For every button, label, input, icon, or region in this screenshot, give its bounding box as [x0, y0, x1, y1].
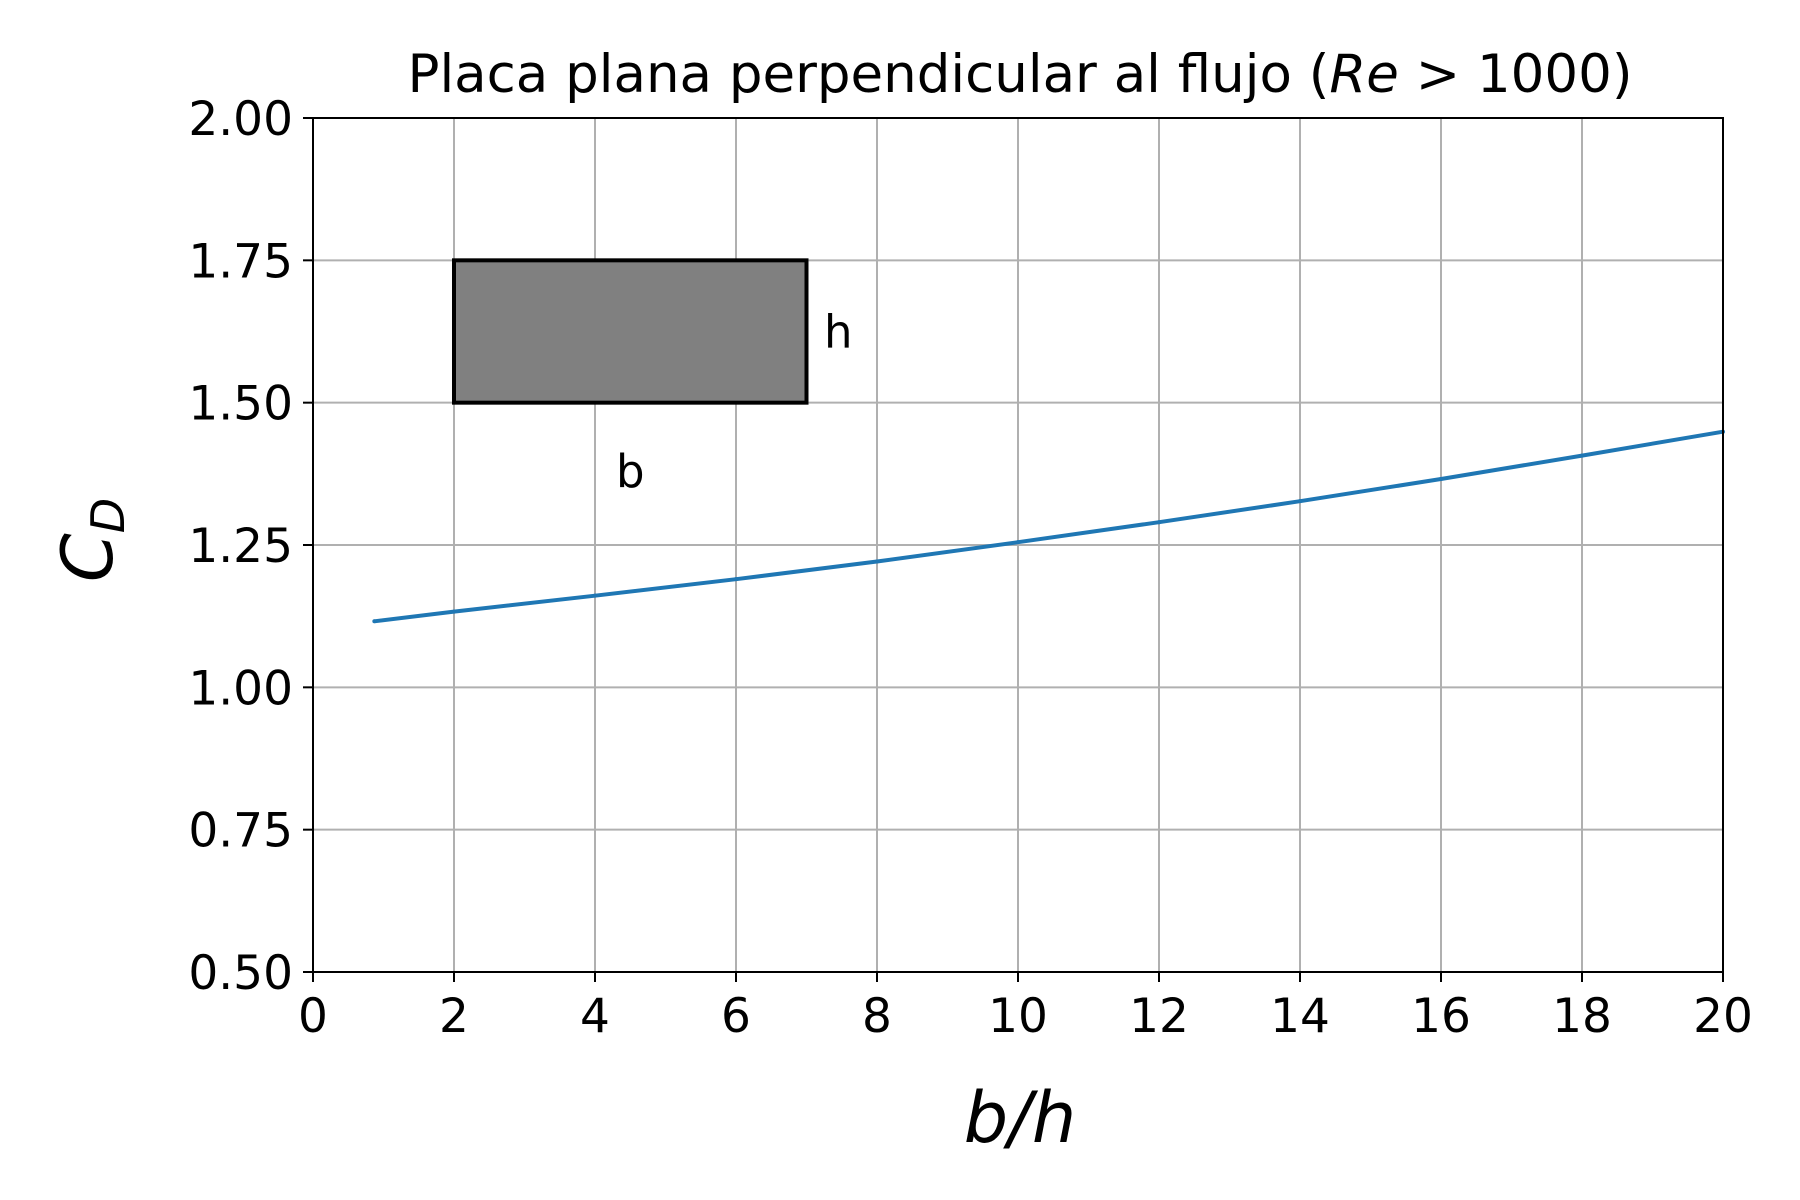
x-tick-label: 6	[721, 989, 751, 1044]
x-tick-label: 14	[1270, 989, 1330, 1044]
y-tick-label: 1.50	[188, 377, 293, 432]
y-tick-label: 0.75	[188, 804, 293, 859]
cd-data-point	[1580, 453, 1584, 458]
y-ticks: 0.50 0.75 1.00 1.25 1.50 1.75 2.00	[188, 92, 313, 1001]
cd-data-point	[1439, 476, 1443, 481]
x-tick-label: 16	[1411, 989, 1471, 1044]
x-ticks: 0 2 4 6 8 10 12 14 16 18 20	[298, 972, 1753, 1044]
cd-data-point	[1157, 520, 1161, 525]
x-axis-label: b/h	[964, 1077, 1076, 1159]
plate-rectangle	[452, 258, 809, 405]
y-axis-label: CD	[47, 498, 135, 582]
x-tick-label: 2	[439, 989, 469, 1044]
title-rest: > 1000)	[1399, 44, 1633, 105]
chart-title: Placa plana perpendicular al flujo (Re >…	[407, 44, 1632, 105]
y-tick-label: 1.75	[188, 234, 293, 289]
y-axis-label-main: C	[47, 533, 129, 582]
x-tick-label: 10	[988, 989, 1048, 1044]
x-tick-label: 0	[298, 989, 328, 1044]
y-axis-label-subscript: D	[81, 498, 135, 533]
cd-data-point	[875, 559, 879, 564]
cd-data-point	[452, 609, 456, 614]
cd-data-point	[1298, 499, 1302, 504]
y-tick-label: 2.00	[188, 92, 293, 147]
cd-data-point	[593, 593, 597, 598]
plate-width-label: b	[616, 445, 645, 498]
x-tick-label: 18	[1552, 989, 1612, 1044]
x-tick-label: 4	[580, 989, 610, 1044]
cd-data-point	[734, 577, 738, 582]
x-tick-label: 8	[862, 989, 892, 1044]
plate-annotation: bh	[452, 258, 853, 498]
plate-height-label: h	[824, 306, 853, 359]
title-re: Re	[1329, 44, 1398, 105]
y-tick-label: 1.00	[188, 661, 293, 716]
title-prefix: Placa plana perpendicular al flujo (	[407, 44, 1329, 105]
cd-data-point	[1016, 540, 1020, 545]
y-tick-label: 0.50	[188, 946, 293, 1001]
x-tick-label: 20	[1693, 989, 1753, 1044]
y-tick-label: 1.25	[188, 519, 293, 574]
x-tick-label: 12	[1129, 989, 1189, 1044]
cd-data-point	[372, 619, 377, 624]
